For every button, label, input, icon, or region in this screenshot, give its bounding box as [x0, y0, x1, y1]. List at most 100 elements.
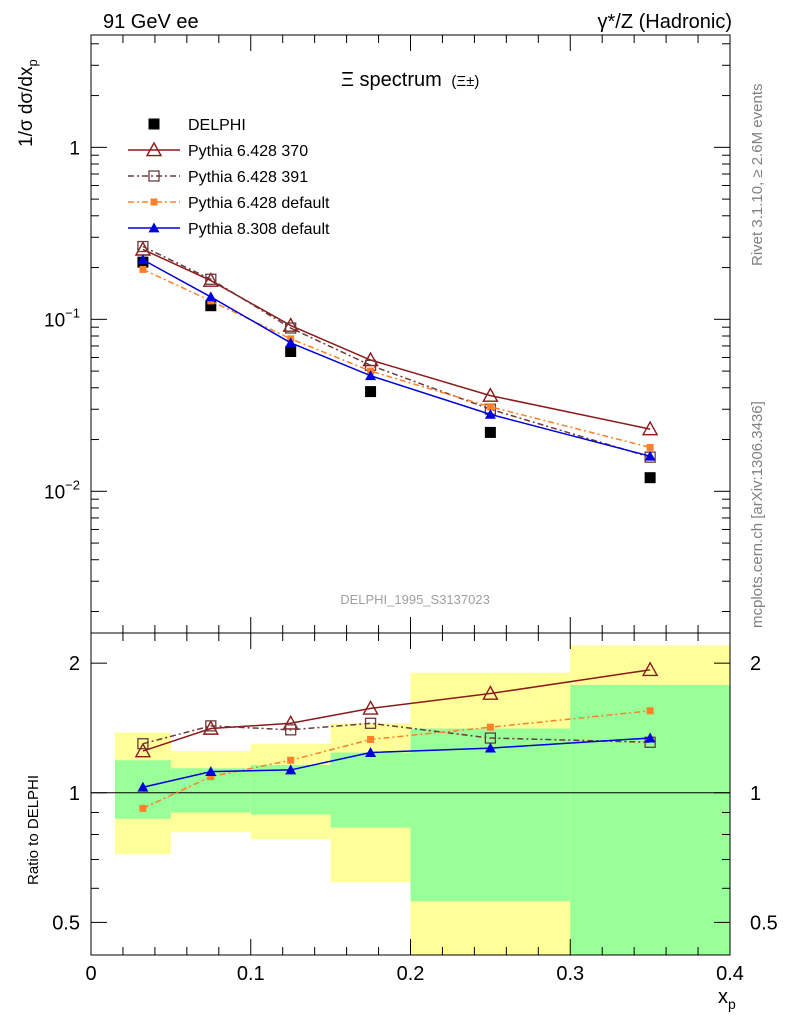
main-point-pythia-6-428-default: [139, 265, 147, 273]
main-line-pythia-6-428-391: [142, 245, 651, 458]
main-panel-series: [134, 240, 659, 484]
ratio-point-pythia-6-428-370: [482, 685, 499, 700]
chart-title-main: Ξ spectrum: [341, 69, 442, 91]
ratio-point-pythia-6-428-391: [205, 720, 217, 732]
legend-marker-pythia-6-428-391: [148, 170, 160, 182]
ratio-point-pythia-6-428-370: [134, 742, 152, 758]
ratio-bands: [91, 645, 730, 955]
main-point-pythia-6-428-370: [202, 272, 220, 287]
x-tick-label: 0: [85, 963, 96, 985]
main-point-pythia-8-308-default: [285, 337, 297, 348]
legend-marker-pythia-8-308-default: [148, 222, 160, 233]
legend-label-delphi: DELPHI: [188, 117, 246, 134]
tick-base: 10: [44, 482, 65, 503]
main-point-pythia-6-428-391: [285, 322, 297, 334]
main-point-pythia-6-428-370: [282, 317, 299, 332]
x-tick-label: 0.1: [237, 963, 265, 985]
ratio-point-pythia-6-428-370: [202, 720, 220, 735]
rivet-label: Rivet 3.1.10, ≥ 2.6M events: [749, 84, 766, 267]
main-y-tick-label: 10−2: [44, 477, 80, 503]
main-point-delphi: [365, 386, 377, 398]
ratio-point-pythia-6-428-391: [285, 724, 297, 736]
band-inner: [570, 684, 730, 955]
ratio-point-pythia-6-428-default: [287, 756, 295, 764]
x-axis-label-sub: p: [728, 996, 736, 1012]
tick-exponent: −1: [65, 305, 80, 320]
ratio-axis-ticks: 0 0.1 0.2 0.3 0.4 0.5 0.5 1 1 2 2: [52, 633, 778, 985]
legend-label-pythia-8-308-default: Pythia 8.308 default: [188, 221, 330, 238]
band-inner: [330, 752, 411, 828]
ratio-point-pythia-8-308-default: [285, 764, 297, 775]
legend-marker-pythia-6-428-default: [150, 198, 158, 206]
ratio-line-pythia-6-428-default: [142, 710, 651, 810]
main-line-pythia-8-308-default: [142, 259, 651, 457]
main-y-tick-label: 1: [69, 138, 80, 159]
main-y-tick-label: 10−1: [44, 305, 80, 331]
ratio-point-pythia-6-428-default: [367, 735, 375, 743]
main-axis-ticks: 10−210−11: [44, 35, 731, 633]
main-point-delphi: [205, 300, 217, 312]
main-line-pythia-6-428-default: [142, 268, 651, 449]
main-point-pythia-8-308-default: [365, 370, 377, 381]
ratio-line-pythia-6-428-391: [142, 722, 651, 745]
y-axis-label-main: 1/σ dσ/dxp: [16, 59, 40, 147]
header-left: 91 GeV ee: [103, 11, 199, 33]
main-point-pythia-8-308-default: [137, 254, 149, 265]
legend: DELPHI Pythia 6.428 370 Pythia 6.428 391 Py…: [128, 117, 330, 238]
ratio-point-pythia-6-428-370: [641, 661, 659, 677]
main-frame: [90, 34, 731, 634]
ratio-point-pythia-6-428-370: [362, 699, 379, 715]
ratio-point-pythia-6-428-default: [486, 723, 494, 731]
x-axis-label: xp: [718, 986, 736, 1012]
tick-base: 10: [44, 310, 65, 331]
legend-label-pythia-6-428-370: Pythia 6.428 370: [188, 143, 308, 160]
main-point-pythia-6-428-391: [137, 240, 149, 253]
y-axis-label-ratio: Ratio to DELPHI: [25, 775, 42, 885]
main-point-delphi: [644, 472, 656, 484]
watermark: DELPHI_1995_S3137023: [340, 592, 490, 607]
main-point-pythia-8-308-default: [205, 291, 217, 302]
legend-marker-delphi: [148, 118, 160, 130]
main-point-pythia-6-428-391: [205, 273, 217, 285]
x-tick-label: 0.3: [556, 963, 584, 985]
ratio-y-tick-label-right: 0.5: [750, 912, 778, 934]
y-axis-label-main-text: 1/σ dσ/dx: [16, 66, 37, 147]
header-right: γ*/Z (Hadronic): [598, 11, 732, 33]
main-point-pythia-6-428-370: [482, 387, 499, 402]
x-tick-label: 0.2: [397, 963, 425, 985]
ratio-point-pythia-8-308-default: [365, 747, 377, 757]
ratio-point-pythia-6-428-default: [207, 773, 215, 781]
main-line-pythia-6-428-370: [142, 248, 651, 430]
main-point-pythia-6-428-370: [641, 420, 659, 436]
ratio-y-tick-label-right: 1: [750, 783, 761, 805]
main-point-pythia-6-428-default: [486, 403, 494, 411]
x-tick-label: 0.4: [716, 963, 744, 985]
main-point-pythia-8-308-default: [644, 450, 656, 461]
ratio-point-pythia-8-308-default: [484, 742, 496, 753]
ratio-line-pythia-6-428-370: [142, 669, 651, 752]
ratio-y-tick-label-left: 0.5: [52, 912, 80, 934]
ratio-point-pythia-8-308-default: [137, 781, 149, 792]
chart-title-suffix: (Ξ±): [451, 73, 479, 90]
ratio-y-tick-label-left: 1: [69, 783, 80, 805]
ratio-panel-series: [134, 661, 659, 812]
legend-label-pythia-6-428-default: Pythia 6.428 default: [188, 195, 330, 212]
band-inner: [410, 728, 571, 902]
ratio-point-pythia-6-428-default: [139, 804, 147, 812]
main-point-pythia-8-308-default: [484, 408, 496, 419]
ratio-point-pythia-6-428-391: [137, 738, 149, 750]
mcplots-label: mcplots.cern.ch [arXiv:1306.3436]: [749, 401, 766, 628]
main-point-pythia-6-428-default: [646, 443, 654, 451]
ratio-y-tick-label-left: 2: [69, 653, 80, 675]
ratio-line-pythia-8-308-default: [142, 737, 651, 788]
ratio-y-tick-label-right: 2: [750, 653, 761, 675]
legend-label-pythia-6-428-391: Pythia 6.428 391: [188, 169, 308, 186]
main-point-delphi: [285, 345, 297, 357]
legend-marker-pythia-6-428-370: [145, 141, 163, 157]
main-point-delphi: [484, 426, 496, 438]
chart-title: Ξ spectrum (Ξ±): [341, 69, 479, 91]
ratio-point-pythia-6-428-370: [282, 714, 299, 730]
tick-exponent: −2: [65, 477, 80, 492]
ratio-point-pythia-6-428-default: [646, 707, 654, 715]
